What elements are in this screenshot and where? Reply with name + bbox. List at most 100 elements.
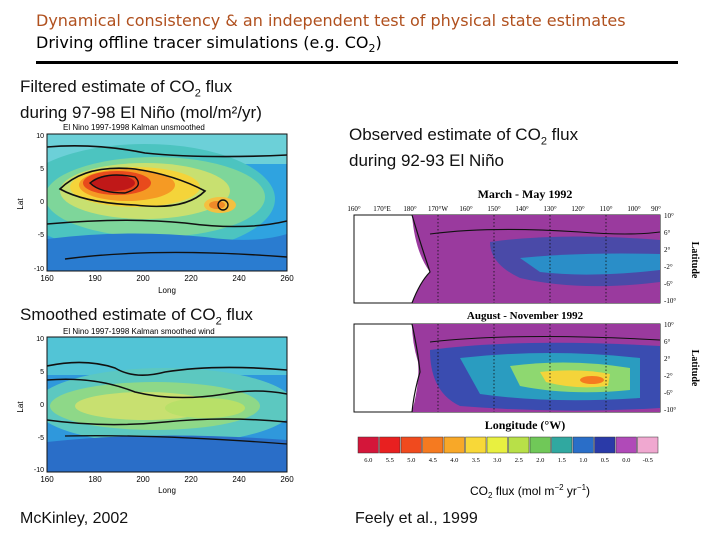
legend-value-label: 4.5 (429, 457, 437, 464)
legend-unit-a: CO (470, 484, 488, 498)
bottom-x-axis-label: Long (158, 486, 176, 495)
legend-swatch (357, 436, 379, 454)
legend-swatch (486, 436, 508, 454)
top-x-tick-6: 260 (280, 274, 294, 283)
filtered-caption: Filtered estimate of CO2 flux during 97-… (20, 77, 262, 122)
smoothed-flux-map: El Nino 1997-1998 Kalman smoothed wind 1… (16, 327, 294, 495)
legend-value-label: -0.5 (643, 457, 653, 464)
bottom-x-tick-6: 260 (280, 475, 294, 484)
legend-unit-b: flux (mol m (492, 484, 554, 498)
filtered-caption-b: flux (200, 77, 233, 96)
color-legend-labels: 6.0 5.5 5.0 4.5 4.0 3.5 3.0 2.5 2.0 1.5 1.0 0.5 0.0 -… (364, 457, 653, 464)
smoothed-caption: Smoothed estimate of CO2 flux (20, 305, 253, 331)
observed-caption: Observed estimate of CO2 flux during 92-… (349, 125, 578, 170)
period-2-label: August - November 1992 (467, 310, 584, 322)
bottom-y-tick-1: 10 (36, 336, 44, 343)
legend-swatch (422, 436, 444, 454)
legend-value-label: 4.0 (450, 457, 458, 464)
bottom-map-title: El Nino 1997-1998 Kalman smoothed wind (63, 327, 215, 336)
lat-tick-bot-5: -6° (664, 389, 673, 397)
slide-title: Dynamical consistency & an independent t… (36, 11, 626, 30)
period-1-label: March - May 1992 (478, 187, 573, 201)
legend-value-label: 2.0 (536, 457, 544, 464)
top-y-tick-1: 10 (36, 133, 44, 140)
bottom-x-tick-3: 200 (136, 475, 150, 484)
top-y-tick-3: 0 (40, 199, 44, 206)
filtered-flux-map: El Nino 1997-1998 Kalman unsmoothed 10 5… (16, 123, 294, 295)
legend-value-label: 2.5 (515, 457, 523, 464)
lon-axis-label: Longitude (°W) (485, 418, 565, 432)
top-x-tick-4: 220 (184, 274, 198, 283)
legend-value-label: 3.0 (493, 457, 501, 464)
lat-tick-top-5: -6° (664, 280, 673, 288)
legend-unit-label: CO2 flux (mol m−2 yr−1) (470, 483, 590, 500)
lat-tick-bot-3: 2° (664, 355, 671, 363)
lat-tick-bot-4: -2° (664, 372, 673, 380)
top-map-title: El Nino 1997-1998 Kalman unsmoothed (63, 123, 205, 132)
feely-credit: Feely et al., 1999 (355, 510, 478, 527)
top-x-axis-label: Long (158, 286, 176, 295)
lon-tick-10: 110° (599, 205, 612, 213)
legend-value-label: 0.0 (622, 457, 630, 464)
top-y-tick-2: 5 (40, 166, 44, 173)
legend-swatch (594, 436, 616, 454)
subtitle-subscript: 2 (368, 42, 376, 56)
lat-tick-top-1: 10° (664, 212, 674, 220)
bottom-x-tick-1: 160 (40, 475, 54, 484)
observed-caption-a: Observed estimate of CO (349, 125, 541, 144)
legend-value-label: 1.5 (558, 457, 566, 464)
legend-swatch (615, 436, 637, 454)
lon-tick-8: 130° (543, 205, 557, 213)
lat-label-bottom: Latitude (689, 350, 700, 387)
lat-tick-top-6: -10° (664, 297, 676, 305)
color-legend (357, 436, 659, 454)
filtered-caption-a: Filtered estimate of CO (20, 77, 195, 96)
top-x-tick-5: 240 (232, 274, 246, 283)
lon-tick-3: 180° (403, 205, 417, 213)
legend-swatch (379, 436, 401, 454)
filtered-caption-line2: during 97-98 El Niño (mol/m²/yr) (20, 103, 262, 123)
lon-tick-2: 170°E (373, 205, 391, 213)
lon-tick-11: 100° (627, 205, 641, 213)
legend-swatch (637, 436, 659, 454)
lat-tick-bot-6: -10° (664, 406, 676, 414)
mckinley-credit: McKinley, 2002 (20, 510, 129, 527)
bottom-y-tick-5: -10 (34, 467, 44, 474)
bottom-x-tick-4: 220 (184, 475, 198, 484)
lat-tick-top-4: -2° (664, 263, 673, 271)
legend-unit-sub: 2 (488, 491, 493, 500)
bottom-x-tick-2: 180 (88, 475, 102, 484)
bottom-y-axis-label: Lat (16, 401, 25, 413)
legend-unit-d: ) (586, 484, 590, 498)
legend-value-label: 0.5 (601, 457, 609, 464)
subtitle-prefix: Driving offline tracer simulations (e.g.… (36, 33, 369, 52)
lat-tick-top-3: 2° (664, 246, 671, 254)
lat-tick-bot-1: 10° (664, 321, 674, 329)
lon-tick-12: 90° (651, 205, 661, 213)
top-y-axis-label: Lat (16, 198, 25, 210)
observed-caption-line2: during 92-93 El Niño (349, 151, 504, 171)
smoothed-caption-b: flux (221, 305, 253, 324)
lon-tick-5: 160° (459, 205, 473, 213)
legend-unit-exp1: −2 (554, 483, 564, 492)
legend-unit-exp2: −1 (577, 483, 587, 492)
smoothed-caption-sub: 2 (215, 315, 222, 328)
observed-caption-b: flux (546, 125, 579, 144)
filtered-caption-sub: 2 (194, 87, 201, 100)
lon-tick-7: 140° (515, 205, 529, 213)
legend-value-label: 5.5 (386, 457, 394, 464)
legend-value-label: 1.0 (579, 457, 587, 464)
lon-tick-4: 170°W (428, 205, 448, 213)
legend-swatch (465, 436, 487, 454)
slide-title-block: Dynamical consistency & an independent t… (36, 10, 680, 60)
top-x-tick-3: 200 (136, 274, 150, 283)
legend-value-label: 6.0 (364, 457, 372, 464)
lat-label-top: Latitude (689, 242, 700, 279)
legend-swatch (551, 436, 573, 454)
subtitle-suffix: ) (375, 33, 382, 52)
legend-swatch (572, 436, 594, 454)
bottom-y-tick-2: 5 (40, 369, 44, 376)
lat-tick-top-2: 6° (664, 229, 671, 237)
top-y-tick-4: -5 (38, 232, 44, 239)
lon-tick-1: 160° (347, 205, 361, 213)
